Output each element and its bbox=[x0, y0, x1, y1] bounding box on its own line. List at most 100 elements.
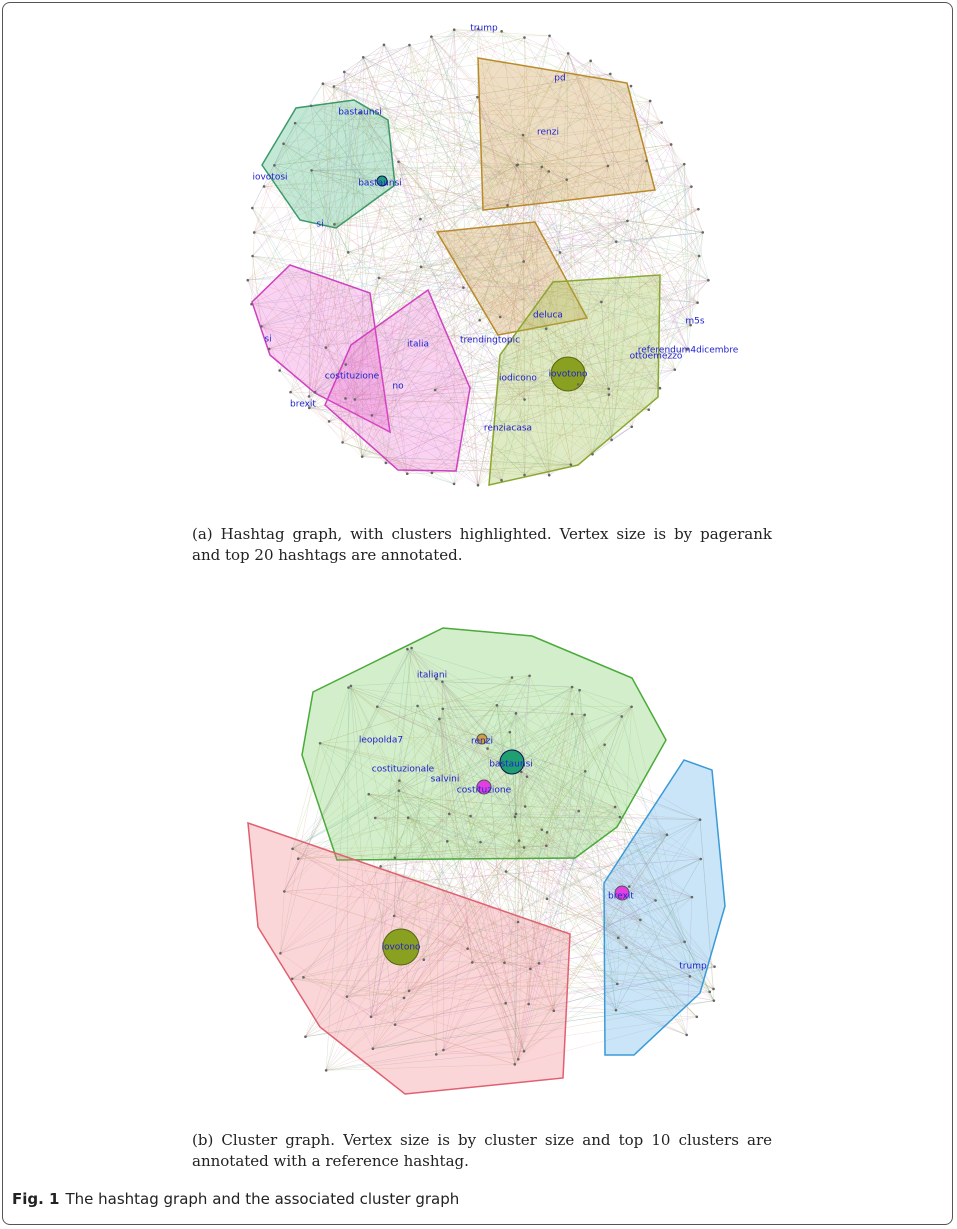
edge bbox=[516, 144, 672, 166]
edge bbox=[354, 208, 699, 400]
node bbox=[324, 346, 328, 349]
edge bbox=[631, 706, 685, 942]
edge bbox=[615, 858, 701, 1011]
edge bbox=[431, 409, 649, 474]
edge bbox=[333, 86, 593, 455]
node bbox=[614, 885, 630, 901]
edge bbox=[329, 384, 579, 422]
edge bbox=[522, 100, 651, 136]
node bbox=[407, 989, 411, 993]
edge bbox=[449, 705, 498, 814]
edge bbox=[515, 675, 530, 814]
edge bbox=[305, 962, 473, 1037]
edge bbox=[308, 166, 542, 397]
edge bbox=[399, 780, 618, 985]
edge bbox=[627, 186, 692, 222]
edge bbox=[470, 815, 701, 820]
edge bbox=[578, 384, 660, 389]
edge bbox=[629, 834, 668, 887]
edge bbox=[247, 122, 662, 281]
edge bbox=[627, 86, 632, 221]
edge bbox=[523, 261, 610, 395]
node bbox=[527, 1002, 530, 1006]
edge bbox=[463, 287, 547, 330]
edge bbox=[546, 816, 621, 846]
node bbox=[537, 961, 541, 965]
edge bbox=[254, 232, 387, 464]
edge bbox=[523, 847, 555, 1011]
edge bbox=[298, 705, 498, 859]
edge bbox=[408, 829, 543, 991]
edge bbox=[631, 160, 647, 427]
edge bbox=[274, 73, 611, 166]
edge bbox=[407, 648, 701, 820]
node bbox=[373, 816, 377, 820]
edge bbox=[607, 160, 647, 167]
edge bbox=[333, 86, 524, 136]
edge bbox=[290, 391, 387, 464]
edge bbox=[385, 302, 698, 464]
edge bbox=[385, 36, 432, 463]
edge bbox=[514, 896, 693, 1065]
edge bbox=[269, 261, 524, 350]
edge bbox=[601, 186, 692, 303]
edge bbox=[541, 829, 627, 948]
node bbox=[278, 369, 281, 372]
edge bbox=[394, 915, 505, 963]
node bbox=[545, 897, 549, 901]
edge bbox=[487, 675, 530, 749]
edge bbox=[290, 391, 455, 485]
edge bbox=[385, 462, 455, 485]
node bbox=[569, 463, 573, 466]
edge bbox=[280, 953, 372, 1017]
edge bbox=[409, 44, 517, 166]
edge bbox=[385, 462, 432, 474]
edge bbox=[325, 347, 408, 474]
edge bbox=[517, 122, 662, 165]
edge bbox=[611, 160, 647, 440]
edge bbox=[292, 848, 468, 949]
edge bbox=[571, 713, 668, 835]
edge bbox=[577, 144, 672, 385]
edge bbox=[610, 73, 676, 370]
edge bbox=[408, 713, 573, 818]
edge bbox=[322, 83, 343, 443]
edge bbox=[345, 122, 662, 399]
node bbox=[639, 918, 642, 922]
edge bbox=[308, 71, 345, 397]
edge bbox=[342, 36, 432, 443]
edge bbox=[334, 224, 700, 257]
edge bbox=[372, 1000, 714, 1049]
edge bbox=[350, 685, 396, 1025]
edge bbox=[279, 370, 502, 481]
edge bbox=[521, 771, 526, 807]
edge bbox=[394, 686, 573, 1025]
edge bbox=[627, 220, 661, 389]
edge bbox=[375, 817, 540, 964]
edge bbox=[372, 744, 605, 1049]
edge bbox=[631, 255, 700, 427]
figure-text: The hashtag graph and the associated clu… bbox=[65, 1190, 460, 1208]
edge bbox=[472, 829, 543, 963]
edge bbox=[541, 166, 567, 180]
edge bbox=[479, 164, 518, 321]
edge bbox=[344, 71, 675, 370]
edge bbox=[423, 819, 701, 960]
edge bbox=[403, 819, 701, 999]
edge bbox=[616, 186, 692, 242]
edge bbox=[453, 29, 479, 486]
edge bbox=[549, 426, 632, 476]
node bbox=[506, 203, 509, 207]
edge bbox=[325, 347, 356, 400]
node bbox=[282, 142, 285, 146]
edge bbox=[303, 977, 396, 1025]
node bbox=[522, 260, 525, 263]
edge bbox=[524, 166, 543, 476]
edge bbox=[505, 840, 520, 1004]
edge bbox=[408, 817, 641, 921]
edge bbox=[496, 705, 531, 969]
edge bbox=[334, 224, 349, 253]
edge bbox=[607, 165, 698, 303]
edge bbox=[334, 60, 591, 225]
edge bbox=[354, 163, 685, 400]
